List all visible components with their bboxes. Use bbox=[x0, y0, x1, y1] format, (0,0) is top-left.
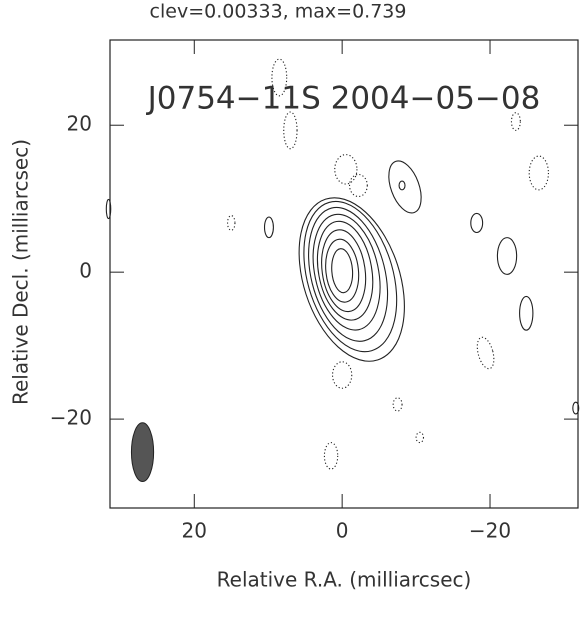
negative-contour bbox=[283, 111, 298, 150]
x-tick-label: −20 bbox=[469, 519, 511, 543]
negative-contour bbox=[227, 215, 236, 231]
negative-contour bbox=[476, 336, 495, 370]
negative-contour bbox=[334, 154, 358, 185]
y-tick-label: 20 bbox=[67, 112, 92, 136]
contour bbox=[105, 198, 112, 220]
negative-contour bbox=[348, 173, 368, 198]
contour bbox=[572, 401, 580, 415]
contour bbox=[496, 237, 518, 275]
contour bbox=[398, 180, 406, 191]
y-axis-label: Relative Decl. (milliarcsec) bbox=[9, 139, 33, 405]
negative-contour bbox=[510, 112, 521, 131]
negative-contour bbox=[528, 155, 549, 191]
contour bbox=[312, 213, 381, 331]
contour bbox=[303, 200, 398, 353]
contour bbox=[470, 212, 484, 234]
contour bbox=[388, 160, 422, 214]
contour bbox=[308, 206, 389, 342]
contour bbox=[325, 238, 360, 303]
negative-contour bbox=[331, 361, 353, 389]
negative-contour bbox=[271, 58, 288, 97]
contour bbox=[321, 229, 367, 313]
contour bbox=[298, 197, 405, 362]
negative-contour bbox=[323, 442, 339, 470]
x-axis-label: Relative R.A. (milliarcsec) bbox=[217, 568, 472, 592]
y-tick-label: 0 bbox=[79, 259, 92, 283]
contour bbox=[519, 295, 534, 331]
beam bbox=[130, 422, 155, 483]
x-tick-label: 20 bbox=[182, 519, 207, 543]
negative-contour bbox=[392, 397, 403, 412]
contour bbox=[316, 220, 374, 321]
y-tick-label: −20 bbox=[50, 406, 92, 430]
plot-frame bbox=[109, 39, 579, 509]
x-tick-label: 0 bbox=[336, 519, 349, 543]
annotation: J0754−11S 2004−05−08 bbox=[146, 81, 541, 117]
contour bbox=[331, 248, 354, 294]
negative-contour bbox=[415, 431, 425, 444]
chart-title: clev=0.00333, max=0.739 bbox=[150, 1, 407, 23]
contour bbox=[263, 216, 274, 239]
